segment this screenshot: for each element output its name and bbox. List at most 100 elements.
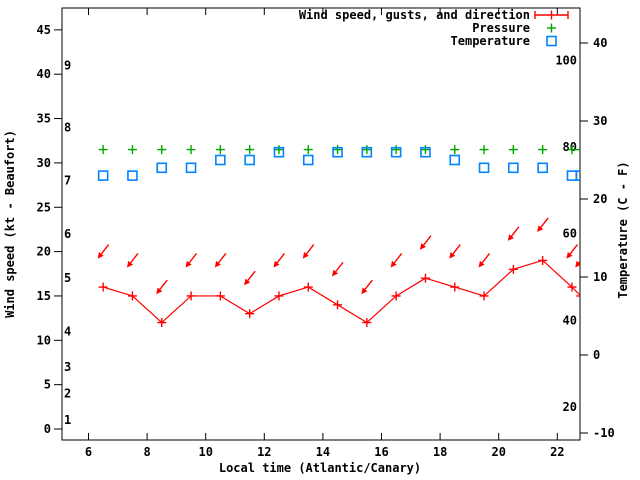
x-axis-title: Local time (Atlantic/Canary) — [219, 461, 421, 475]
beaufort-label: 3 — [64, 360, 71, 374]
wind-direction-arrow — [390, 253, 403, 268]
kt-tick-label: 15 — [37, 289, 51, 303]
temperature-marker — [390, 146, 402, 158]
pressure-marker — [576, 148, 580, 151]
series-layer — [97, 145, 580, 328]
pressure-marker — [362, 145, 372, 155]
kt-tick-label: 45 — [37, 23, 51, 37]
wind-point-marker — [215, 291, 225, 301]
wind-direction-arrow — [478, 253, 491, 268]
beaufort-label: 7 — [64, 174, 71, 188]
temperature-legend-marker — [546, 35, 557, 47]
pressure-marker — [157, 145, 167, 155]
temperature-marker — [566, 170, 578, 181]
plot-border — [61, 7, 581, 441]
wind-direction-arrow — [302, 244, 315, 259]
f-label: 20 — [563, 400, 577, 414]
wind-direction-arrow — [566, 244, 579, 259]
x-tick-label: 12 — [257, 445, 271, 459]
pressure-marker — [567, 145, 577, 155]
wind-point-marker — [391, 291, 401, 301]
kt-tick-label: 25 — [37, 200, 51, 214]
wind-direction-arrow — [97, 244, 110, 259]
temperature-marker — [449, 154, 461, 166]
wind-point-marker — [186, 291, 196, 301]
temperature-marker — [361, 146, 373, 158]
pressure-marker — [245, 145, 255, 155]
wind-direction-arrow — [507, 226, 520, 241]
pressure-legend-marker — [547, 23, 556, 33]
pressure-marker — [333, 145, 343, 155]
f-label: 60 — [563, 227, 577, 241]
x-tick-label: 22 — [550, 445, 564, 459]
f-label: 40 — [563, 313, 577, 327]
kt-tick-label: 30 — [37, 156, 51, 170]
wind-point-marker — [538, 255, 548, 265]
axis-ticks-layer: 6 8 10 12 14 16 18 20 22051015202530354045123456… — [37, 8, 615, 459]
wind-point-marker — [157, 318, 167, 328]
wind-legend-marker — [534, 10, 569, 20]
wind-direction-arrow — [332, 261, 344, 277]
left-axis-title: Wind speed (kt - Beaufort) — [3, 130, 17, 318]
x-tick-label: 18 — [433, 445, 447, 459]
right-axis-title: Temperature (C - F) — [616, 161, 630, 298]
pressure-marker — [450, 145, 460, 155]
kt-tick-label: 20 — [37, 245, 51, 259]
beaufort-label: 4 — [64, 324, 71, 338]
temperature-marker — [508, 162, 519, 174]
pressure-marker — [508, 145, 518, 155]
temperature-marker — [97, 170, 109, 181]
wind-direction-arrow — [214, 253, 227, 268]
wind-direction-arrow — [419, 235, 432, 250]
c-tick-label: 0 — [593, 348, 600, 362]
temperature-marker — [244, 154, 255, 166]
temperature-marker — [478, 162, 490, 174]
pressure-marker — [127, 145, 137, 155]
temperature-marker — [537, 162, 548, 174]
wind-direction-arrow — [185, 253, 198, 268]
kt-tick-label: 10 — [37, 333, 51, 347]
kt-tick-label: 35 — [37, 112, 51, 126]
wind-direction-arrow — [244, 270, 256, 286]
beaufort-label: 9 — [64, 58, 71, 72]
wind-point-marker — [303, 282, 313, 292]
pressure-marker — [274, 145, 284, 155]
wind-direction-arrow — [156, 279, 168, 295]
wind-point-marker — [576, 295, 580, 297]
pressure-marker — [479, 145, 489, 155]
wind-point-marker — [420, 273, 430, 283]
wind-speed-line — [102, 259, 580, 324]
legend-wind-label: Wind speed, gusts, and direction — [299, 8, 530, 22]
temperature-marker — [127, 170, 138, 181]
wind-point-marker — [245, 309, 255, 319]
f-label: 80 — [563, 140, 577, 154]
kt-tick-label: 0 — [44, 422, 51, 436]
wind-point-marker — [567, 282, 577, 292]
x-tick-label: 10 — [198, 445, 212, 459]
pressure-marker — [391, 145, 401, 155]
wind-point-marker — [450, 282, 460, 292]
wind-point-marker — [98, 282, 108, 292]
c-tick-label: 10 — [593, 270, 607, 284]
temperature-marker — [273, 146, 285, 158]
beaufort-label: 2 — [64, 387, 71, 401]
legend-markers-layer — [534, 10, 569, 47]
pressure-marker — [303, 145, 313, 155]
wind-direction-arrow — [449, 244, 461, 259]
x-tick-label: 6 — [85, 445, 92, 459]
kt-tick-label: 5 — [44, 378, 51, 392]
wind-direction-arrow — [273, 253, 286, 268]
pressure-marker — [186, 145, 196, 155]
wind-point-marker — [274, 291, 284, 301]
wind-point-marker — [508, 264, 518, 274]
beaufort-label: 8 — [64, 120, 71, 134]
temperature-marker — [185, 162, 197, 174]
wind-direction-arrow — [575, 260, 580, 268]
pressure-marker — [215, 145, 225, 155]
temperature-marker — [332, 146, 343, 158]
c-tick-label: 20 — [593, 192, 607, 206]
temperature-marker — [575, 170, 580, 181]
pressure-marker — [420, 145, 430, 155]
